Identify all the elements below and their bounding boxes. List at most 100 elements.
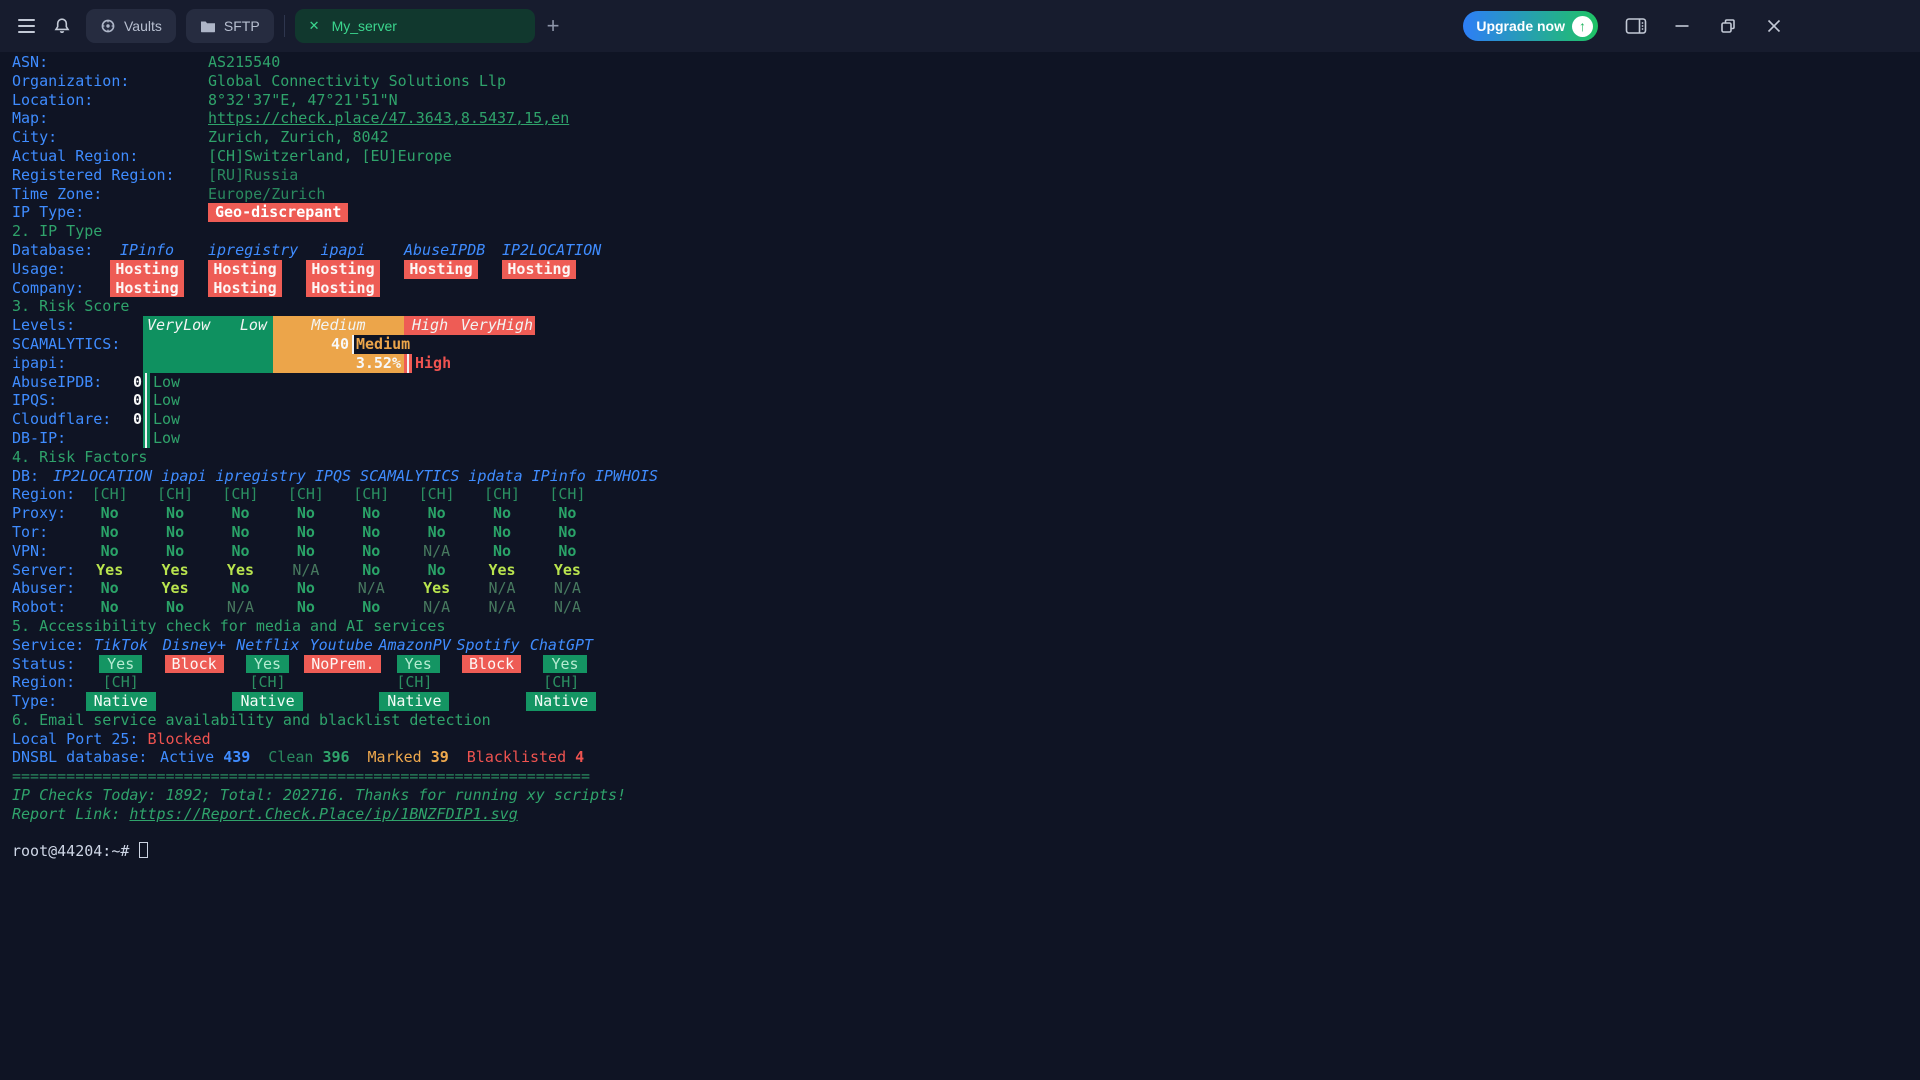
table-cell: Block (157, 654, 230, 674)
field-label: Time Zone: (12, 184, 103, 203)
close-tab-icon[interactable]: ✕ (308, 18, 320, 33)
tab-vaults[interactable]: Vaults (86, 9, 176, 43)
terminal-line: Registered Region: [RU]Russia (12, 166, 1920, 185)
column-header: TikTok (84, 636, 157, 655)
titlebar: Vaults SFTP ✕ My_server + Upgrade now ↑ (0, 0, 1920, 52)
field-label: Usage: (12, 259, 67, 278)
cell-value: [CH] (249, 673, 286, 692)
status-badge: Hosting (306, 278, 380, 298)
tab-label: SFTP (223, 18, 260, 34)
status-badge: Hosting (208, 278, 282, 298)
table-cell: Hosting (110, 259, 208, 279)
column-header-label: Spotify (456, 635, 520, 654)
terminal-line: IP Checks Today: 1892; Total: 202716. Th… (12, 786, 1920, 805)
cell-value: [CH] (543, 673, 580, 692)
bar-cursor (143, 428, 150, 448)
table-cell (502, 279, 600, 298)
cell-value: N/A (357, 579, 385, 598)
database-names: IP2LOCATION ipapi ipregistry IPQS SCAMAL… (53, 466, 659, 485)
section-header: 4. Risk Factors (12, 447, 148, 466)
field-label: Server: (12, 560, 76, 579)
terminal-line: Service: TikTok Disney+ Netflix Youtube Amazo… (12, 636, 1920, 655)
panel-toggle-icon[interactable] (1622, 12, 1650, 40)
table-cell: No (535, 504, 600, 523)
table-cell: Native (525, 692, 598, 711)
score-level: Low (153, 372, 181, 391)
score-value: 0 (132, 410, 142, 429)
cell-value: No (362, 560, 381, 579)
table-cell: [CH] (84, 673, 157, 692)
status-badge: NoPrem. (304, 654, 382, 674)
terminal-line: DB: IP2LOCATION ipapi ipregistry IPQS SCA… (12, 467, 1920, 486)
prompt-line[interactable]: root@44204:~# (12, 842, 1920, 861)
cell-value: N/A (488, 579, 516, 598)
menu-icon[interactable] (16, 12, 36, 40)
cell-value: Yes (96, 560, 124, 579)
terminal-line: Database: IPinfo ipregistry ipapi AbuseIPDB I… (12, 241, 1920, 260)
table-cell: No (273, 523, 338, 542)
cell-value: No (296, 504, 315, 523)
risk-factors-row: Tor: No No No No No No No No (12, 523, 1920, 542)
terminal[interactable]: ASN: AS215540 Organization: Global Connect… (0, 52, 1920, 1080)
column-header: AbuseIPDB (404, 241, 502, 260)
cell-value: No (558, 522, 577, 541)
field-value: 8°32'37"E, 47°21'51"N (208, 90, 398, 109)
report-link[interactable]: https://Report.Check.Place/ip/1BNZFDIP1.… (129, 804, 518, 823)
row-cells: No No No No No N/A No No (77, 542, 600, 561)
table-cell: [CH] (142, 485, 207, 504)
stat-value: 396 (322, 748, 350, 767)
cell-value: No (296, 579, 315, 598)
table-cell: No (339, 561, 404, 580)
cell-value: No (427, 560, 446, 579)
terminal-line: Actual Region: [CH]Switzerland, [EU]Europ… (12, 147, 1920, 166)
field-label: IPQS: (12, 391, 58, 410)
section-header: 3. Risk Score (12, 297, 130, 316)
tab-label: Vaults (124, 18, 162, 34)
table-cell: [CH] (378, 673, 451, 692)
table-cell (304, 692, 377, 711)
table-cell: No (142, 523, 207, 542)
terminal-line: Company: Hosting Hosting Hosting (12, 278, 1920, 298)
tab-sftp[interactable]: SFTP (185, 9, 274, 43)
cell-value: [CH] (157, 485, 194, 504)
table-cell (451, 692, 524, 711)
minimize-button[interactable] (1668, 12, 1696, 40)
score-value: 0 (132, 372, 142, 391)
column-header: IPinfo (110, 241, 208, 260)
cell-value: No (427, 522, 446, 541)
map-link[interactable]: https://check.place/47.3643,8.5437,15,en (208, 109, 570, 128)
column-header-label: TikTok (93, 635, 149, 654)
table-cell: No (273, 542, 338, 561)
risk-score-row: ipapi: 3.52% High (12, 353, 1920, 373)
table-cell: N/A (208, 598, 273, 617)
risk-score-row: AbuseIPDB: 0 Low (12, 372, 1920, 392)
status-badge: Hosting (502, 259, 576, 279)
geo-discrepant-badge: Geo-discrepant (208, 203, 349, 223)
stat-value: 39 (430, 748, 449, 767)
restore-window-button[interactable] (1714, 12, 1742, 40)
column-header-label: ipapi (320, 240, 366, 259)
new-tab-button[interactable]: + (546, 13, 560, 38)
notifications-bell-icon[interactable] (48, 12, 76, 40)
status-badge: Hosting (404, 259, 478, 279)
cell-value: N/A (553, 579, 581, 598)
cell-value: No (231, 579, 250, 598)
table-cell: No (469, 504, 534, 523)
terminal-line: Organization: Global Connectivity Solutio… (12, 72, 1920, 91)
row-cells: No No N/A No No N/A N/A N/A (77, 598, 600, 617)
status-badge: Native (85, 692, 156, 711)
cell-value: Yes (226, 560, 255, 579)
table-cell: Hosting (110, 278, 208, 298)
tab-my-server-active[interactable]: ✕ My_server (294, 9, 535, 43)
table-cell: Native (231, 692, 304, 711)
close-window-button[interactable] (1760, 12, 1788, 40)
cell-value: N/A (553, 598, 581, 617)
column-header-label: IP2LOCATION (502, 240, 602, 259)
bar-cursor (143, 410, 150, 429)
cell-value: No (493, 504, 512, 523)
table-cell: Hosting (208, 259, 306, 279)
upgrade-now-button[interactable]: Upgrade now ↑ (1463, 11, 1598, 41)
cell-value: No (166, 541, 185, 560)
terminal-line: Type: Native Native Native Native (12, 692, 1920, 711)
cell-value: No (362, 541, 381, 560)
